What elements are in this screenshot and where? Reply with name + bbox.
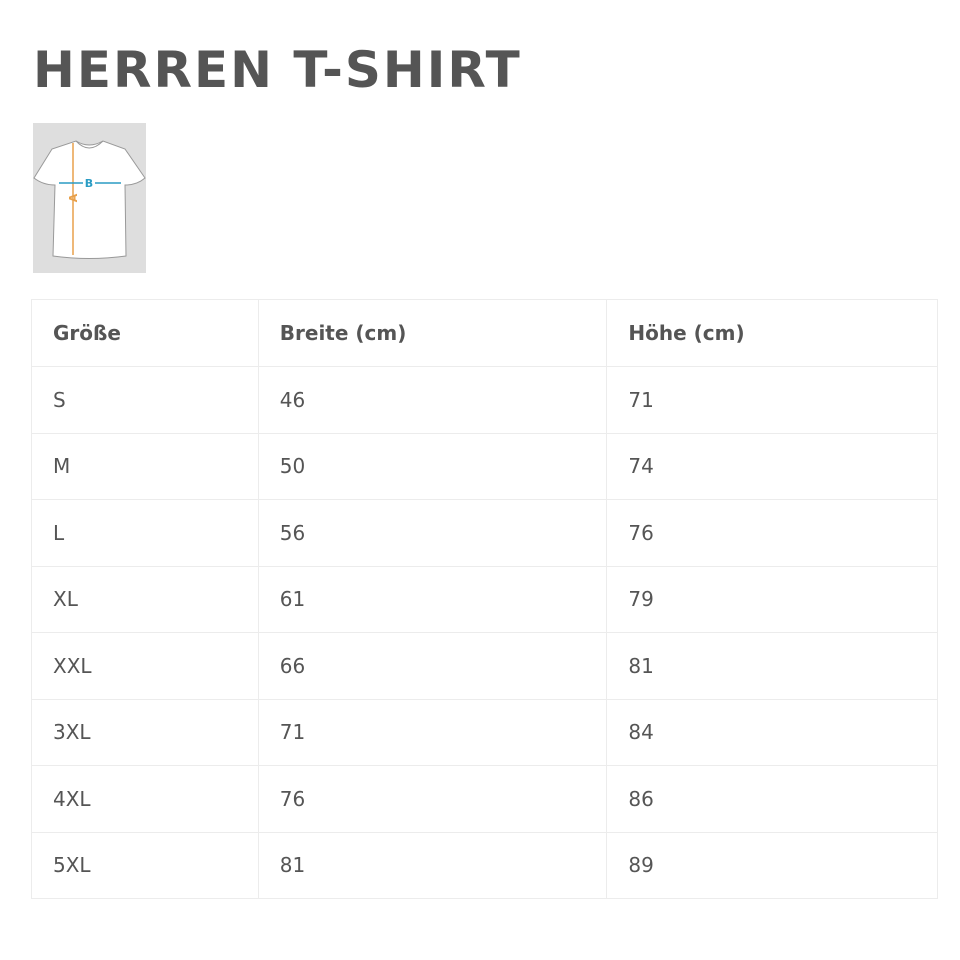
size-cell: S	[31, 366, 259, 434]
table-row: 5XL 81 89	[31, 831, 938, 899]
table-row: M 50 74	[31, 432, 938, 500]
width-cell: 46	[257, 366, 608, 434]
table-row: XXL 66 81	[31, 632, 938, 700]
label-a: A	[67, 193, 80, 202]
height-cell: 89	[606, 831, 938, 899]
size-cell: 3XL	[31, 698, 259, 766]
size-cell: 5XL	[31, 831, 259, 899]
table-row: S 46 71	[31, 366, 938, 434]
label-b: B	[85, 177, 93, 190]
size-table: Größe Breite (cm) Höhe (cm) S 46 71 M 50 74 L 5…	[31, 299, 938, 899]
height-cell: 71	[606, 366, 938, 434]
width-cell: 81	[257, 831, 608, 899]
header-size: Größe	[31, 299, 259, 367]
table-row: 4XL 76 86	[31, 765, 938, 833]
height-cell: 74	[606, 432, 938, 500]
height-cell: 86	[606, 765, 938, 833]
table-header-row: Größe Breite (cm) Höhe (cm)	[31, 299, 938, 367]
size-cell: L	[31, 499, 259, 567]
height-cell: 76	[606, 499, 938, 567]
width-cell: 66	[257, 632, 608, 700]
width-cell: 61	[257, 565, 608, 633]
header-height: Höhe (cm)	[606, 299, 938, 367]
width-cell: 76	[257, 765, 608, 833]
width-cell: 50	[257, 432, 608, 500]
table-row: 3XL 71 84	[31, 698, 938, 766]
tshirt-outline-icon	[33, 140, 146, 259]
height-cell: 79	[606, 565, 938, 633]
size-cell: XXL	[31, 632, 259, 700]
header-width: Breite (cm)	[257, 299, 608, 367]
size-cell: XL	[31, 565, 259, 633]
tshirt-measurement-diagram: B A	[33, 123, 146, 273]
table-row: XL 61 79	[31, 565, 938, 633]
width-cell: 71	[257, 698, 608, 766]
height-cell: 81	[606, 632, 938, 700]
table-row: L 56 76	[31, 499, 938, 567]
width-cell: 56	[257, 499, 608, 567]
size-cell: 4XL	[31, 765, 259, 833]
height-cell: 84	[606, 698, 938, 766]
page-title: HERREN T-SHIRT	[33, 41, 522, 99]
size-cell: M	[31, 432, 259, 500]
